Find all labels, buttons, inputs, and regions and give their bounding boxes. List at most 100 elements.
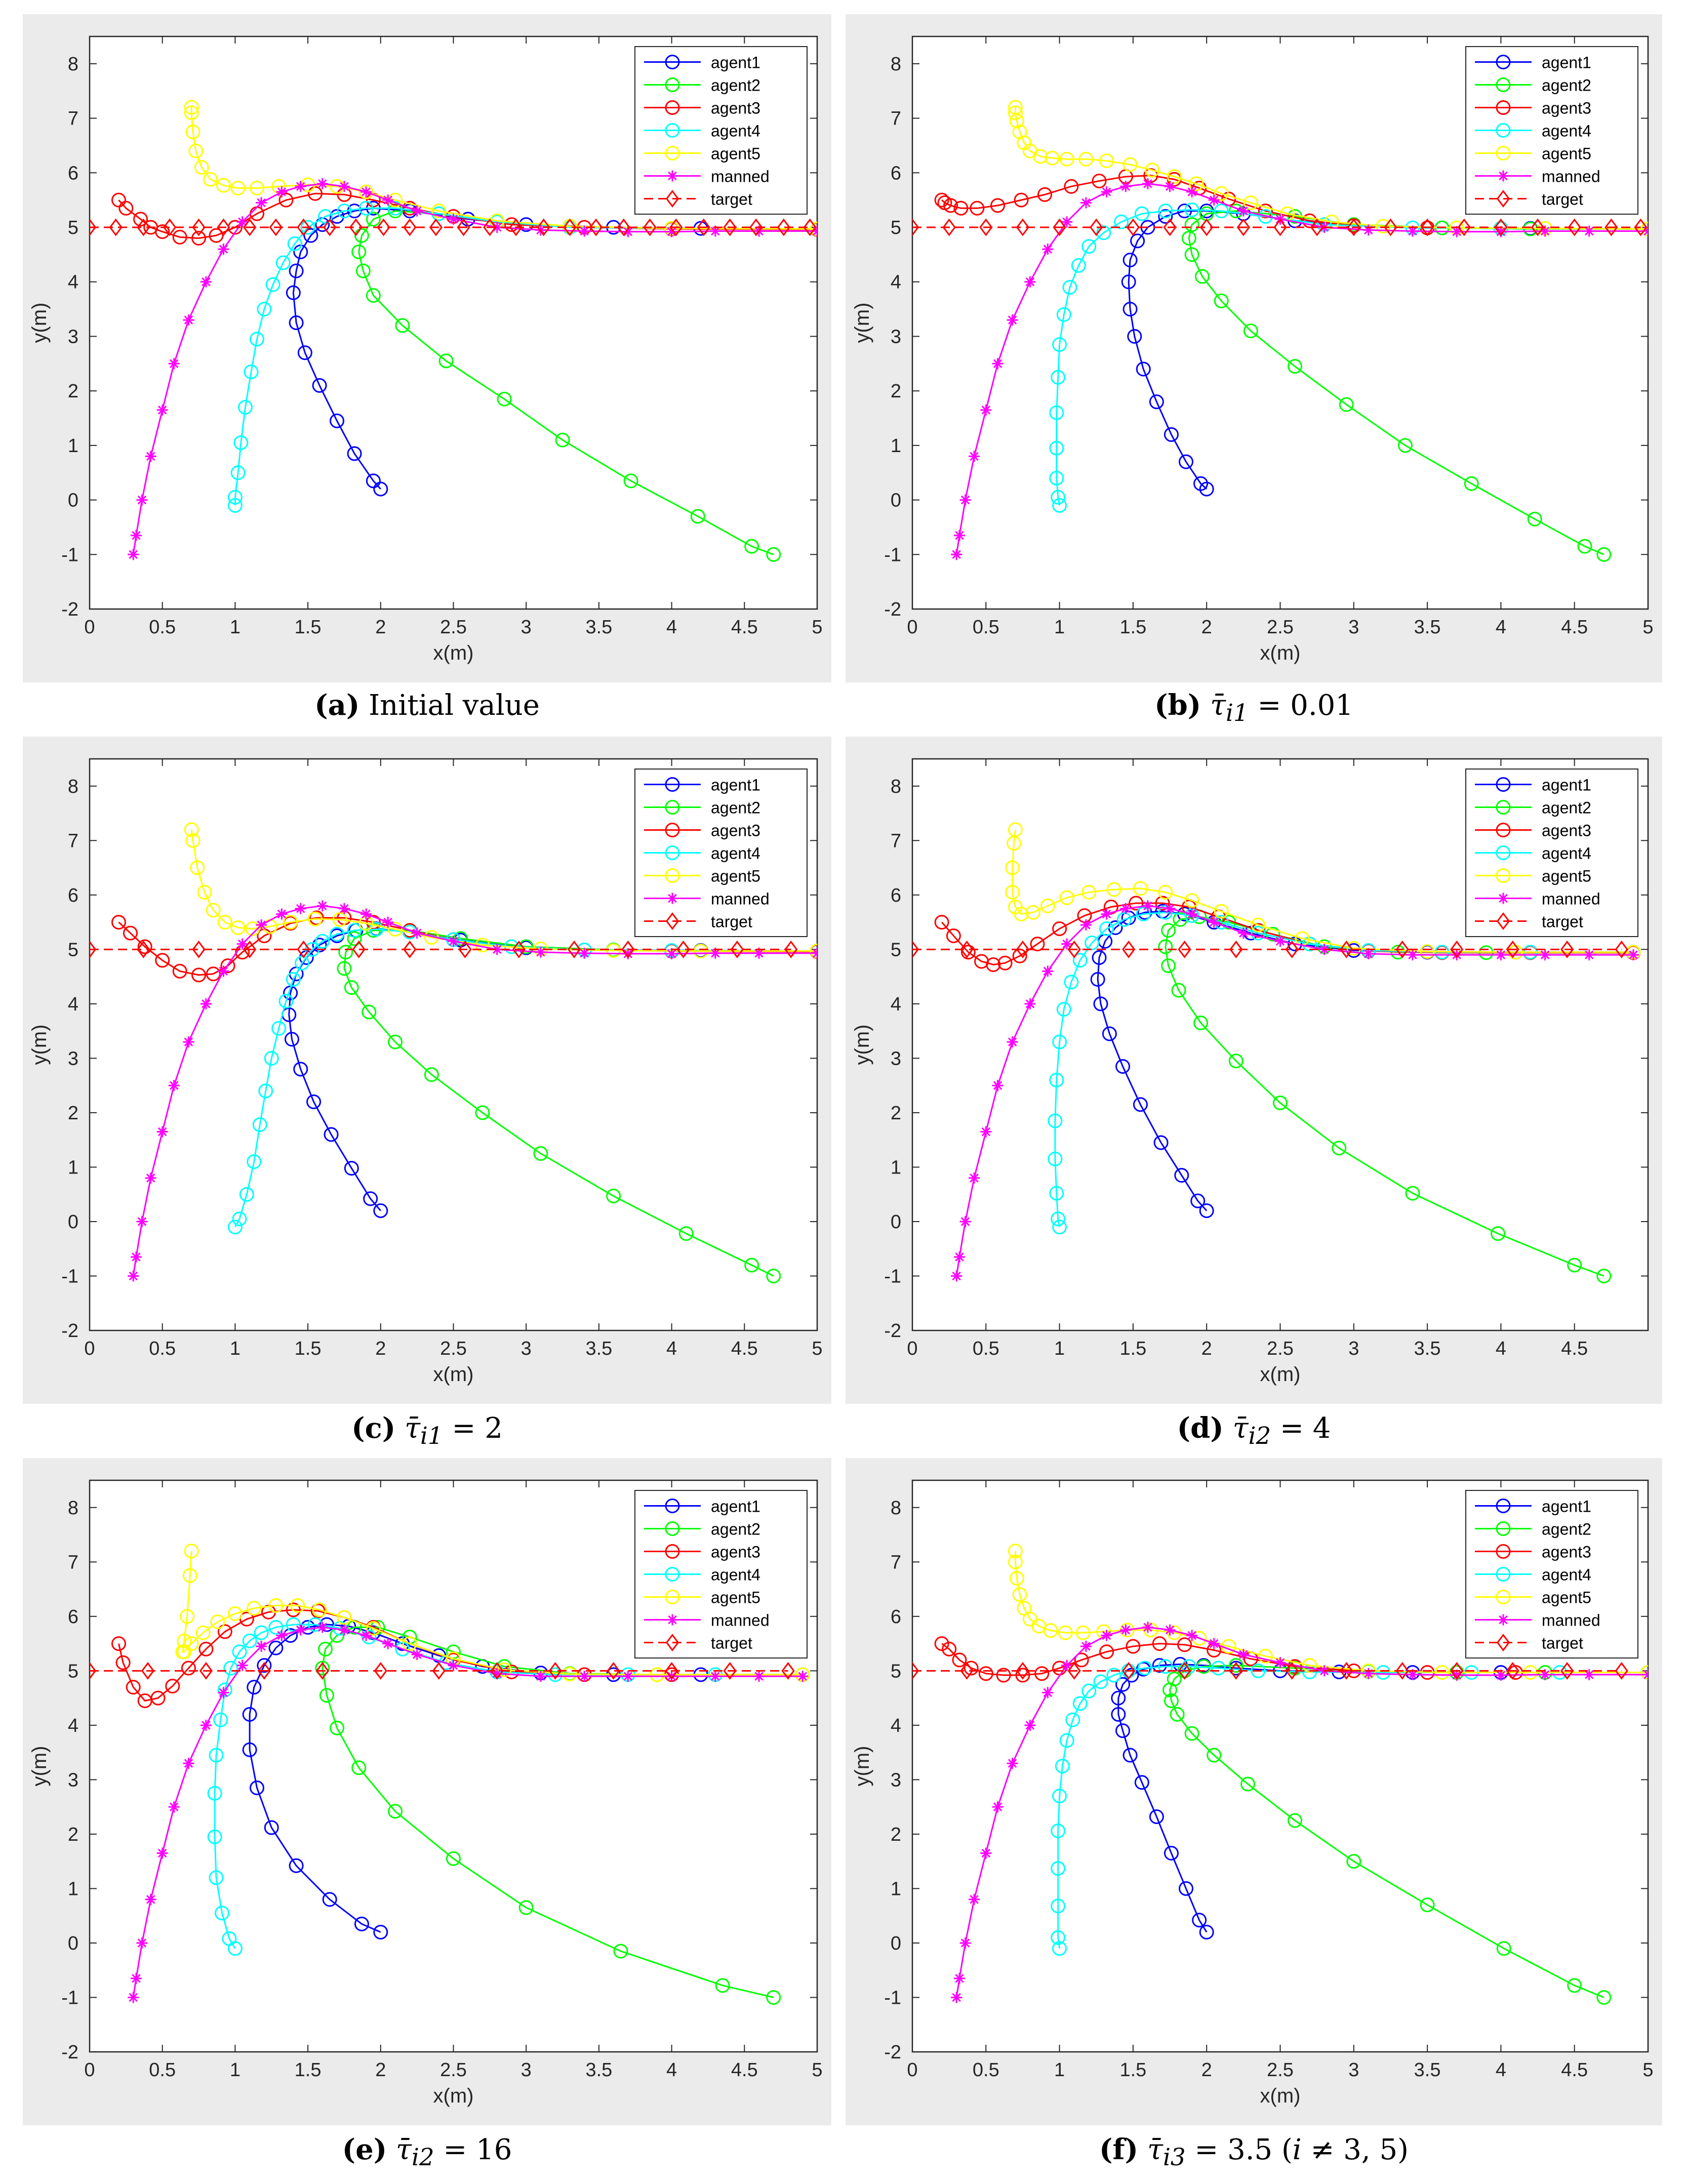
caption-f-value: = 3.5 (: [1194, 2133, 1293, 2166]
chart-a-manned-point: [360, 186, 372, 197]
chart-d-ytick-label: 8: [891, 776, 901, 797]
chart-c-agent5-point: [217, 915, 232, 930]
panel-d: 0 0.5 1 1.5 2 2.5 3 3.5 4 4.5 -2 -1 0 1 2 3 4 5 6 7 8 x(m) y(m…: [846, 737, 1662, 1404]
chart-e-manned-point: [797, 1671, 809, 1682]
chart-e-xtick-label: 3.5: [585, 2059, 612, 2081]
chart-e-agent1-point: [665, 1499, 680, 1513]
chart-f-agent2-point: [1288, 1813, 1303, 1828]
chart-c-ytick-label: 2: [68, 1103, 78, 1124]
chart-a-manned-point: [256, 197, 267, 209]
chart-b-target-point: [979, 218, 993, 236]
chart-f-agent2-point: [1567, 1978, 1582, 1993]
chart-b-target-point: [1568, 218, 1581, 236]
chart-e-legend-label-agent3: agent3: [711, 1543, 760, 1561]
chart-e-ytick-label: -1: [61, 1987, 78, 2008]
chart-a-agent1-point: [347, 446, 362, 461]
chart-f-agent5-point: [1009, 1571, 1024, 1586]
chart-b-target-point: [1420, 218, 1434, 236]
chart-d-xtick-label: 0.5: [973, 1338, 999, 1359]
chart-a-agent5-point: [203, 172, 218, 187]
chart-b-agent5-point: [1045, 150, 1060, 166]
chart-f: 0 0.5 1 1.5 2 2.5 3 3.5 4 4.5 5 -2 -1 0 1 2 3 4 5 6 7 8 x(m) y(…: [851, 1479, 1654, 2107]
chart-b-agent2-point: [1184, 217, 1199, 232]
chart-b-manned-point: [1101, 186, 1112, 197]
chart-f-legend-label-agent1: agent1: [1542, 1498, 1591, 1516]
chart-b-xtick-label: 4: [1496, 617, 1506, 638]
chart-a-target-point: [137, 218, 150, 236]
chart-c-manned-point: [128, 1270, 139, 1282]
chart-a-xtick-label: 0.5: [149, 617, 176, 638]
chart-c-legend-label-agent1: agent1: [711, 776, 760, 794]
chart-c-agent1-point: [363, 1191, 378, 1206]
chart-f-agent2-point: [1596, 1990, 1612, 2005]
chart-a-ytick-label: -2: [61, 599, 78, 620]
chart-b-target-point: [1494, 218, 1508, 236]
chart-e-agent5-point: [290, 1598, 305, 1613]
chart-e-xtick-label: 2.5: [440, 2059, 467, 2081]
chart-a-agent3-point: [155, 224, 170, 239]
chart-e-target-point: [257, 1662, 271, 1680]
chart-e-agent5-point: [562, 1667, 577, 1682]
chart-e-manned-point: [128, 1992, 139, 2003]
caption-c-tau-sub: i1: [420, 1423, 443, 1450]
chart-c-manned-point: [256, 919, 267, 931]
chart-a-target-point: [243, 218, 257, 236]
chart-a-agent1-point: [303, 228, 318, 243]
chart-a-agent4-point: [250, 332, 265, 347]
chart-b-agent5-point: [1243, 195, 1258, 211]
chart-b-target-point: [1384, 218, 1397, 236]
chart-f-agent2-point: [1167, 1671, 1182, 1686]
chart-f-ytick-label: 6: [891, 1606, 901, 1628]
chart-c-xtick-label: 0.5: [149, 1338, 176, 1359]
chart-b-xlabel: x(m): [1260, 642, 1301, 664]
chart-f-legend-label-manned: manned: [1542, 1611, 1600, 1630]
chart-c-target-point: [676, 940, 690, 958]
chart-c-agent4-point: [347, 923, 362, 938]
chart-d-ytick-label: 3: [891, 1048, 901, 1069]
chart-f-manned-point: [953, 1972, 965, 1984]
chart-d-agent3-point: [934, 915, 949, 930]
chart-a-manned-point: [316, 178, 328, 189]
chart-a-agent2-point: [744, 539, 759, 554]
chart-f-agent4-point: [1059, 1733, 1074, 1748]
chart-c-legend-label-target: target: [711, 913, 752, 931]
chart-d-manned-point: [1142, 900, 1153, 912]
chart-b-agent3-point: [1258, 204, 1273, 219]
chart-d-manned-point: [969, 1172, 980, 1184]
chart-b-agent5-point: [1033, 149, 1048, 164]
chart-f-agent2-point: [1170, 1707, 1185, 1722]
chart-e-agent5-point: [177, 1644, 192, 1660]
chart-d-agent2-point: [1596, 1268, 1612, 1283]
chart-d-agent5-point: [1420, 944, 1435, 959]
chart-e-xtick-label: 1: [230, 2059, 240, 2081]
chart-d-agent5-point: [1007, 836, 1022, 851]
chart-c-agent2-point: [347, 931, 362, 946]
chart-c-ylabel: y(m): [28, 1025, 51, 1065]
caption-d-tau: τ̄i2: [1232, 1412, 1271, 1450]
chart-e-agent3-point: [665, 1544, 680, 1559]
chart-a-agent4-point: [275, 255, 291, 270]
chart-a-ytick-label: 5: [68, 217, 78, 238]
chart-a-ytick-label: 3: [68, 326, 78, 347]
chart-f-target-point: [1450, 1662, 1464, 1680]
chart-b-legend-label-target: target: [1542, 190, 1583, 209]
caption-b-value: = 0.01: [1257, 689, 1353, 722]
chart-a-xtick-label: 2: [375, 617, 386, 638]
chart-d-ytick-label: -1: [884, 1266, 901, 1287]
chart-f-agent2-point: [1207, 1748, 1222, 1763]
chart-d-agent5-line: [1012, 829, 1633, 953]
chart-b-agent4-point: [1258, 209, 1273, 224]
chart-d-target-point: [1496, 912, 1510, 930]
chart-e-legend: agent1 agent2 agent3 agent4 agent5 manned targ…: [634, 1490, 808, 1659]
chart-d-manned-point: [1208, 916, 1220, 928]
chart-b-target-point: [1163, 218, 1177, 236]
chart-c-target-point: [243, 940, 257, 958]
chart-e-agent2-point: [766, 1990, 781, 2005]
chart-f-manned-point: [1024, 1719, 1036, 1731]
chart-d-agent4-point: [1099, 921, 1114, 936]
chart-b-target-point: [1347, 218, 1360, 236]
chart-b-manned-point: [1042, 244, 1054, 255]
chart-e-manned-point: [579, 1671, 590, 1682]
chart-a-agent5-point: [194, 160, 209, 175]
chart-d-manned-point: [1539, 949, 1551, 961]
